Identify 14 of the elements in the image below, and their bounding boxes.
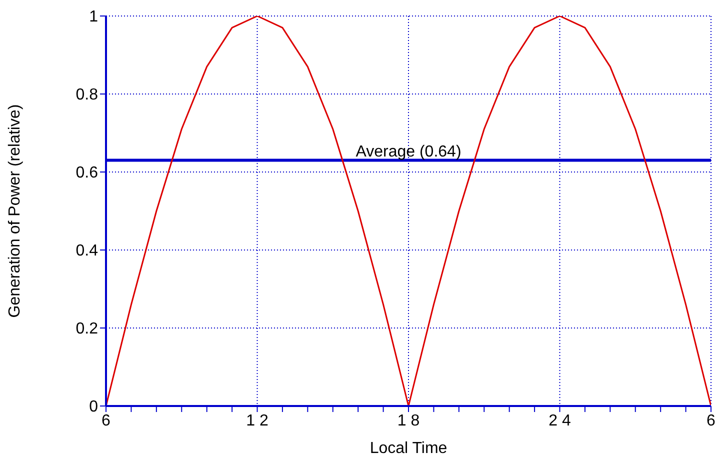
y-tick-label: 0 bbox=[89, 398, 98, 416]
y-tick-label: 0.6 bbox=[76, 164, 98, 182]
y-tick-label: 1 bbox=[89, 8, 98, 26]
y-axis-title: Generation of Power (relative) bbox=[6, 104, 24, 318]
y-tick-label: 0.2 bbox=[76, 320, 98, 338]
ref-line-label: Average (0.64) bbox=[356, 143, 462, 160]
x-tick-label: 1 2 bbox=[246, 412, 268, 430]
x-axis-title: Local Time bbox=[370, 440, 448, 457]
x-tick-label: 6 bbox=[102, 412, 111, 430]
y-tick-label: 0.4 bbox=[76, 242, 98, 260]
x-tick-label: 2 4 bbox=[548, 412, 571, 430]
y-tick-label: 0.8 bbox=[76, 86, 98, 104]
x-tick-label: 6 bbox=[706, 412, 716, 430]
x-tick-label: 1 8 bbox=[397, 412, 420, 430]
